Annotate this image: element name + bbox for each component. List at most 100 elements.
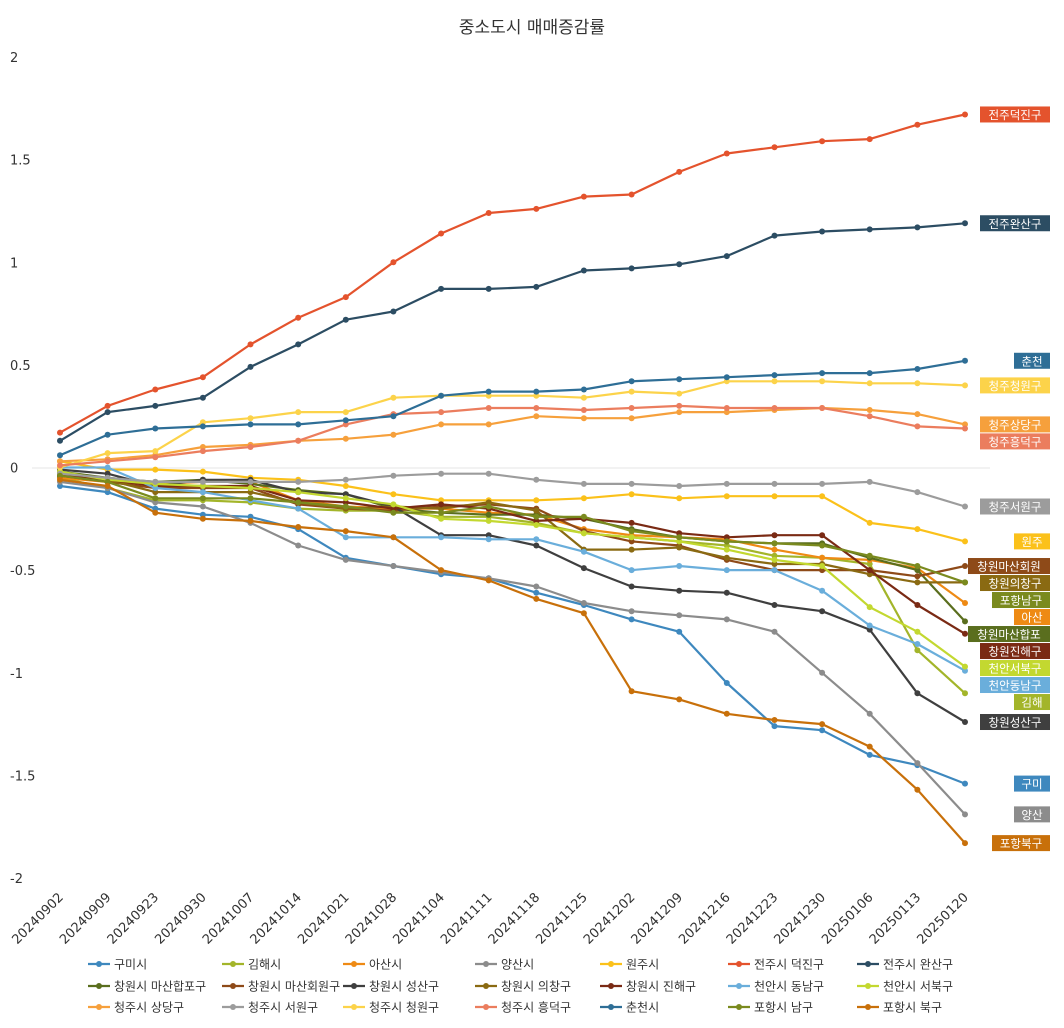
data-point <box>438 505 445 512</box>
data-point <box>295 314 302 321</box>
end-label-text: 김해 <box>1021 696 1042 710</box>
series-line <box>59 359 966 457</box>
data-point <box>152 505 159 512</box>
data-point <box>771 378 778 385</box>
legend-swatch-marker <box>96 961 102 967</box>
data-point <box>628 528 635 535</box>
data-point <box>390 534 397 541</box>
legend-label: 창원시 마산회원구 <box>248 980 340 994</box>
data-point <box>247 415 254 422</box>
end-label-box <box>980 433 1050 450</box>
data-point <box>295 524 302 530</box>
legend-swatch-marker <box>736 1004 742 1010</box>
data-point <box>866 604 873 611</box>
data-point <box>819 138 826 145</box>
data-point <box>295 409 302 416</box>
end-label-text: 청주상당구 <box>989 418 1042 432</box>
data-point <box>390 413 397 420</box>
data-point <box>438 534 445 541</box>
data-point <box>485 421 492 428</box>
data-point <box>580 394 587 401</box>
data-point <box>104 402 111 409</box>
data-point <box>485 503 492 510</box>
legend-swatch-marker <box>736 983 742 989</box>
end-label-text: 청주청원구 <box>989 379 1042 393</box>
data-point <box>723 405 730 411</box>
data-point <box>580 193 587 200</box>
end-label-box <box>980 377 1050 394</box>
data-point <box>390 308 397 315</box>
data-point <box>199 483 206 489</box>
data-point <box>866 407 873 413</box>
data-point <box>104 450 111 457</box>
end-label-text: 창원마산합포 <box>977 628 1040 642</box>
data-point <box>914 690 921 697</box>
legend-label: 천안시 동남구 <box>754 979 824 994</box>
data-point <box>152 425 159 432</box>
data-point <box>533 522 540 528</box>
data-point <box>962 618 968 625</box>
series-7 <box>57 220 968 444</box>
data-point <box>580 267 587 274</box>
data-point <box>866 136 873 143</box>
end-label: 창원마산합포 <box>968 626 1050 643</box>
data-point <box>628 583 635 590</box>
end-label: 청주서원구 <box>980 498 1050 515</box>
legend-item: 포항시 북구 <box>857 1001 942 1015</box>
data-point <box>962 780 968 787</box>
data-point <box>485 388 492 395</box>
data-point <box>914 602 921 608</box>
data-point <box>819 378 826 385</box>
end-label-box <box>1014 775 1050 792</box>
data-point <box>390 563 397 569</box>
data-point <box>342 476 349 483</box>
data-point <box>723 554 730 561</box>
data-point <box>628 688 635 695</box>
data-point <box>533 583 540 590</box>
end-label-box <box>1014 806 1050 823</box>
data-point <box>57 437 63 444</box>
data-point <box>152 386 159 393</box>
data-point <box>247 478 254 485</box>
series-line <box>60 466 966 672</box>
data-point <box>771 628 778 635</box>
data-point <box>771 567 778 574</box>
data-point <box>342 294 349 301</box>
data-point <box>104 478 111 485</box>
data-point <box>866 622 873 629</box>
legend-swatch-marker <box>865 961 871 967</box>
data-point <box>57 462 63 469</box>
data-point <box>152 489 159 496</box>
data-point <box>247 513 254 520</box>
end-label-box <box>1014 609 1050 626</box>
data-point <box>771 717 778 723</box>
end-label-text: 포항북구 <box>1000 837 1042 851</box>
data-point <box>866 626 873 633</box>
legend-label: 구미시 <box>114 958 147 972</box>
data-point <box>390 505 397 512</box>
series-line <box>59 478 966 844</box>
data-point <box>485 532 492 539</box>
data-point <box>580 548 587 555</box>
series-line <box>59 222 966 442</box>
data-point <box>914 573 921 580</box>
data-point <box>962 111 968 118</box>
end-label-text: 춘천 <box>1021 354 1042 368</box>
data-point <box>295 505 302 512</box>
data-point <box>580 495 587 502</box>
data-point <box>962 421 968 428</box>
legend-swatch-marker <box>608 961 614 967</box>
data-point <box>962 630 968 637</box>
data-point <box>485 285 492 292</box>
legend-label: 청주시 흥덕구 <box>501 1001 571 1015</box>
data-point <box>104 431 111 438</box>
data-point <box>723 493 730 500</box>
data-point <box>104 464 111 471</box>
data-point <box>723 253 730 260</box>
data-point <box>819 608 826 615</box>
data-point <box>771 532 778 539</box>
data-point <box>104 470 111 477</box>
end-label: 양산 <box>1014 806 1050 823</box>
series-line <box>59 404 966 467</box>
data-point <box>390 509 397 516</box>
